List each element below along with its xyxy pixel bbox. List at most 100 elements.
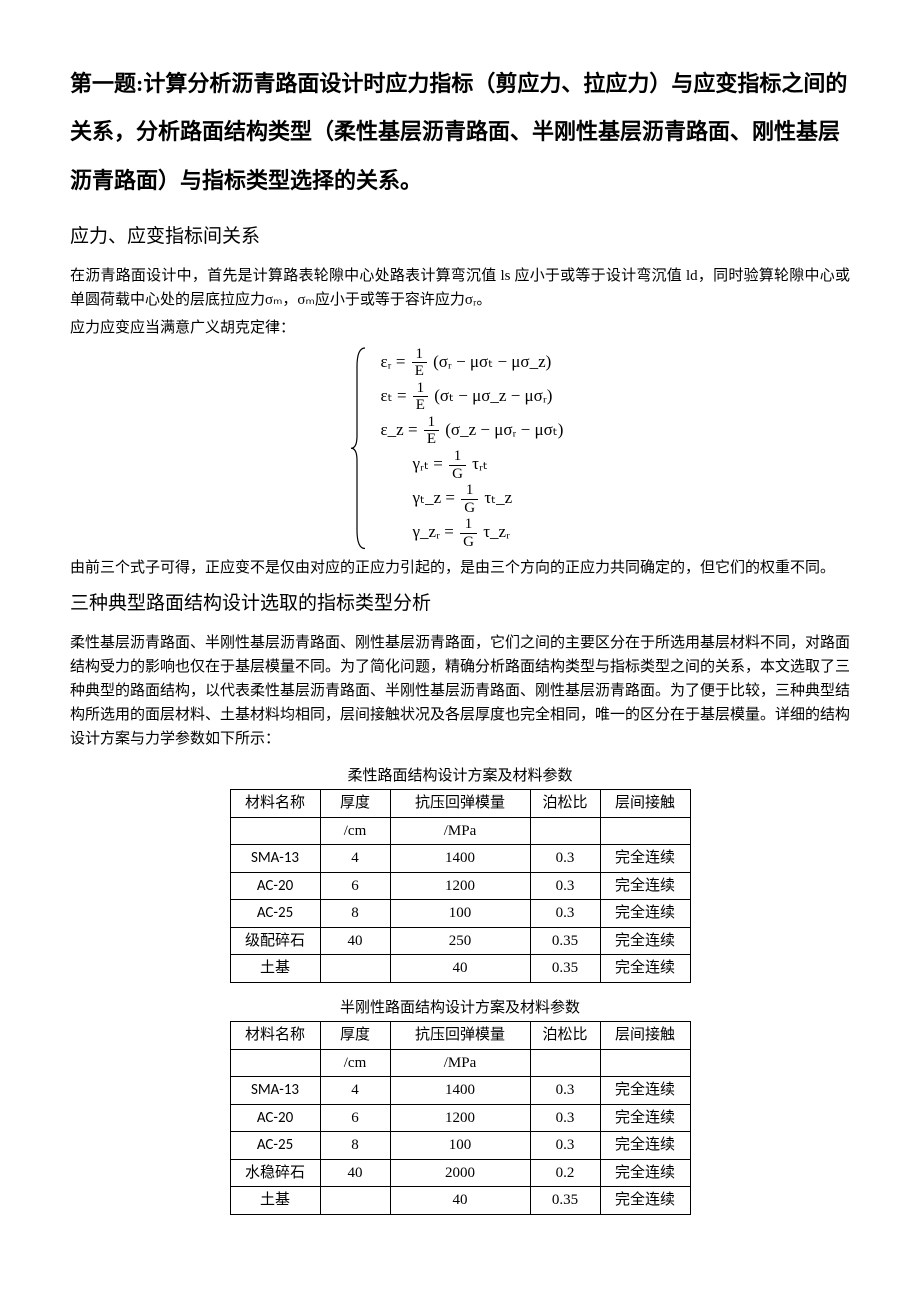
eq5-lhs: γₜ_z = <box>413 488 455 507</box>
eq1-lhs: εᵣ = <box>381 352 406 371</box>
eq-2: εₜ = 1E (σₜ − μσ_z − μσᵣ) <box>373 380 572 414</box>
cell: 0.3 <box>530 1104 600 1132</box>
unit-cell: /cm <box>320 1049 390 1077</box>
eq-3: ε_z = 1E (σ_z − μσᵣ − μσₜ) <box>373 414 572 448</box>
th-thickness: 厚度 <box>320 1022 390 1050</box>
cell: 40 <box>390 955 530 983</box>
cell: 2000 <box>390 1159 530 1187</box>
table-row: AC-20 6 1200 0.3 完全连续 <box>230 872 690 900</box>
unit-cell <box>600 817 690 845</box>
cell: 完全连续 <box>600 1187 690 1215</box>
th-modulus: 抗压回弹模量 <box>390 1022 530 1050</box>
eq2-den: E <box>413 397 428 414</box>
eq1-den: E <box>412 363 427 380</box>
cell: 0.3 <box>530 1077 600 1105</box>
eq-6: γ_zᵣ = 1G τ_zᵣ <box>373 516 572 550</box>
eq2-lhs: εₜ = <box>381 386 407 405</box>
cell: 完全连续 <box>600 1159 690 1187</box>
eq2-rhs: (σₜ − μσ_z − μσᵣ) <box>434 386 552 405</box>
table1-caption: 柔性路面结构设计方案及材料参数 <box>70 765 850 788</box>
th-material: 材料名称 <box>230 790 320 818</box>
th-contact: 层间接触 <box>600 790 690 818</box>
cell: 4 <box>320 1077 390 1105</box>
cell: AC-20 <box>230 872 320 900</box>
cell: 8 <box>320 900 390 928</box>
cell: 8 <box>320 1132 390 1160</box>
unit-cell <box>230 817 320 845</box>
unit-cell <box>600 1049 690 1077</box>
cell: 0.35 <box>530 1187 600 1215</box>
table-row: 级配碎石 40 250 0.35 完全连续 <box>230 927 690 955</box>
cell: SMA-13 <box>230 845 320 873</box>
para-analysis: 柔性基层沥青路面、半刚性基层沥青路面、刚性基层沥青路面，它们之间的主要区分在于所… <box>70 631 850 751</box>
table-row: AC-20 6 1200 0.3 完全连续 <box>230 1104 690 1132</box>
cell: 250 <box>390 927 530 955</box>
table-row: /cm /MPa <box>230 817 690 845</box>
eq-1: εᵣ = 1E (σᵣ − μσₜ − μσ_z) <box>373 346 572 380</box>
cell: 6 <box>320 1104 390 1132</box>
eq5-num: 1 <box>461 482 478 500</box>
table-row: AC-25 8 100 0.3 完全连续 <box>230 1132 690 1160</box>
eq4-rhs: τᵣₜ <box>472 454 488 473</box>
th-modulus: 抗压回弹模量 <box>390 790 530 818</box>
table-row: /cm /MPa <box>230 1049 690 1077</box>
cell: 100 <box>390 1132 530 1160</box>
eq4-den: G <box>449 466 466 483</box>
eq-4: γᵣₜ = 1G τᵣₜ <box>373 448 572 482</box>
para-hooke: 应力应变应当满意广义胡克定律： <box>70 316 850 340</box>
semi-rigid-pavement-table: 材料名称 厚度 抗压回弹模量 泊松比 层间接触 /cm /MPa SMA-13 … <box>230 1021 691 1215</box>
cell: 土基 <box>230 955 320 983</box>
eq3-num: 1 <box>424 414 439 432</box>
document-title: 第一题:计算分析沥青路面设计时应力指标（剪应力、拉应力）与应变指标之间的关系，分… <box>70 60 850 205</box>
eq5-den: G <box>461 500 478 517</box>
cell: 水稳碎石 <box>230 1159 320 1187</box>
th-poisson: 泊松比 <box>530 790 600 818</box>
table-row: 材料名称 厚度 抗压回弹模量 泊松比 层间接触 <box>230 790 690 818</box>
cell <box>320 955 390 983</box>
unit-cell: /cm <box>320 817 390 845</box>
cell: 1200 <box>390 1104 530 1132</box>
cell: 0.35 <box>530 927 600 955</box>
subheading-stress-strain: 应力、应变指标间关系 <box>70 223 850 252</box>
cell <box>320 1187 390 1215</box>
cell: AC-25 <box>230 900 320 928</box>
th-poisson: 泊松比 <box>530 1022 600 1050</box>
eq6-rhs: τ_zᵣ <box>483 522 510 541</box>
cell: AC-20 <box>230 1104 320 1132</box>
cell: 0.2 <box>530 1159 600 1187</box>
cell: 0.3 <box>530 1132 600 1160</box>
eq1-num: 1 <box>412 346 427 364</box>
hooke-equations: εᵣ = 1E (σᵣ − μσₜ − μσ_z) εₜ = 1E (σₜ − … <box>70 346 850 551</box>
th-material: 材料名称 <box>230 1022 320 1050</box>
cell: 40 <box>390 1187 530 1215</box>
cell: 完全连续 <box>600 927 690 955</box>
eq5-rhs: τₜ_z <box>484 488 512 507</box>
eq-5: γₜ_z = 1G τₜ_z <box>373 482 572 516</box>
unit-cell <box>230 1049 320 1077</box>
eq6-num: 1 <box>460 516 477 534</box>
eq6-den: G <box>460 534 477 551</box>
cell: 4 <box>320 845 390 873</box>
unit-cell <box>530 817 600 845</box>
th-contact: 层间接触 <box>600 1022 690 1050</box>
table-row: SMA-13 4 1400 0.3 完全连续 <box>230 845 690 873</box>
para-intro: 在沥青路面设计中，首先是计算路表轮隙中心处路表计算弯沉值 ls 应小于或等于设计… <box>70 264 850 312</box>
table-row: 材料名称 厚度 抗压回弹模量 泊松比 层间接触 <box>230 1022 690 1050</box>
cell: 40 <box>320 927 390 955</box>
table2-caption: 半刚性路面结构设计方案及材料参数 <box>70 997 850 1020</box>
cell: 完全连续 <box>600 1104 690 1132</box>
eq4-num: 1 <box>449 448 466 466</box>
cell: 0.35 <box>530 955 600 983</box>
cell: 1400 <box>390 845 530 873</box>
table-row: 水稳碎石 40 2000 0.2 完全连续 <box>230 1159 690 1187</box>
table-row: AC-25 8 100 0.3 完全连续 <box>230 900 690 928</box>
eq3-den: E <box>424 431 439 448</box>
cell: 完全连续 <box>600 845 690 873</box>
cell: AC-25 <box>230 1132 320 1160</box>
cell: 100 <box>390 900 530 928</box>
eq1-rhs: (σᵣ − μσₜ − μσ_z) <box>433 352 551 371</box>
cell: 完全连续 <box>600 955 690 983</box>
table-row: 土基 40 0.35 完全连续 <box>230 1187 690 1215</box>
eq3-rhs: (σ_z − μσᵣ − μσₜ) <box>445 420 563 439</box>
cell: 完全连续 <box>600 1132 690 1160</box>
